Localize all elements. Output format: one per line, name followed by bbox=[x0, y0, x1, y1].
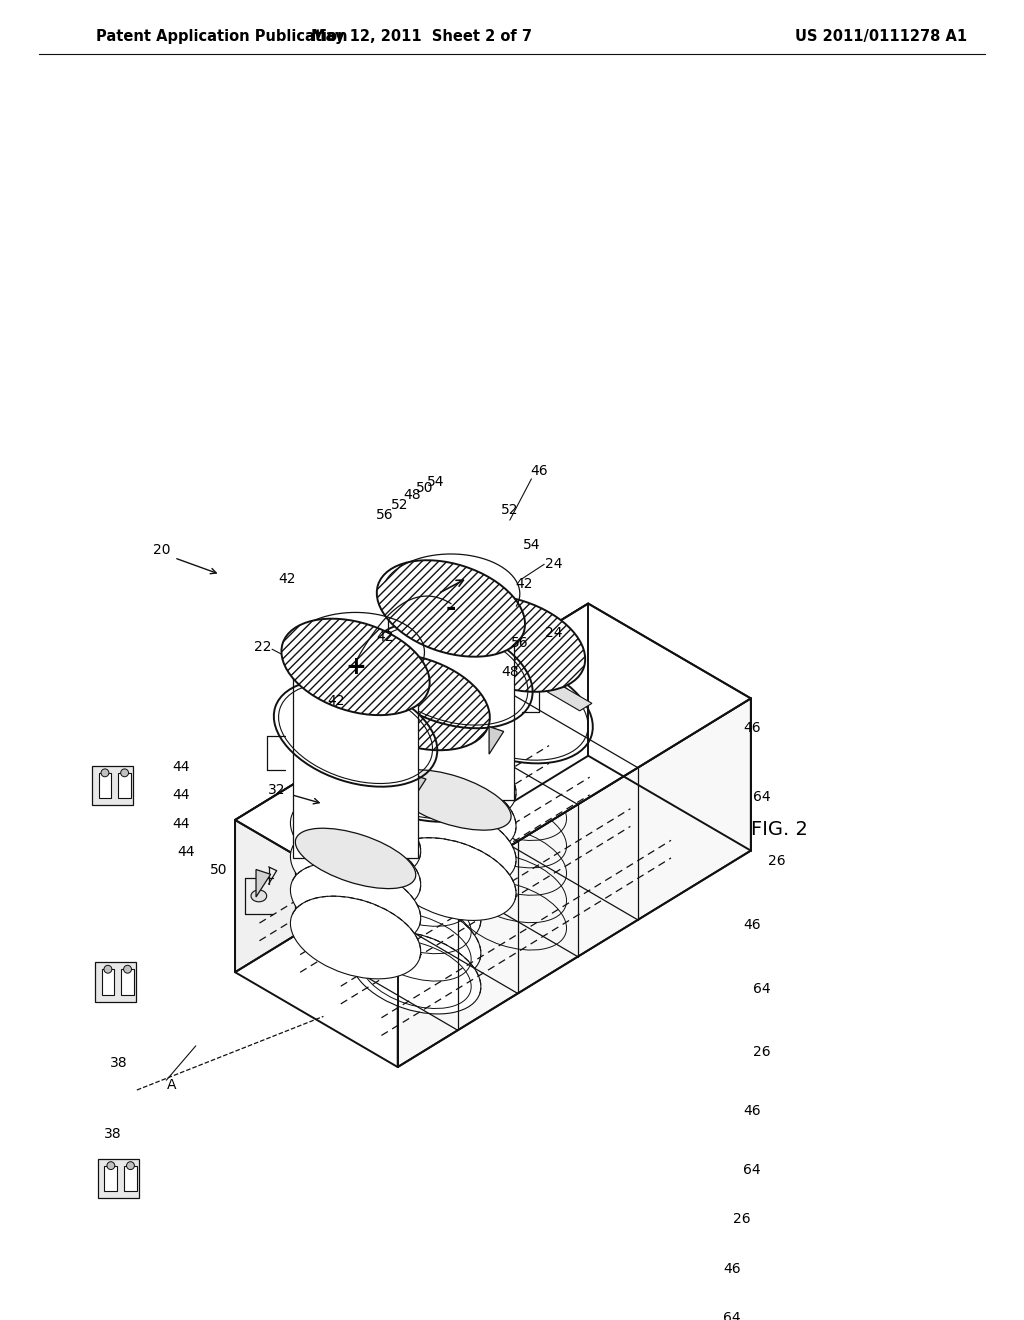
Text: -: - bbox=[445, 597, 456, 620]
Text: 42: 42 bbox=[376, 631, 394, 644]
Text: 44: 44 bbox=[172, 760, 189, 775]
Text: 48: 48 bbox=[403, 488, 421, 502]
Ellipse shape bbox=[350, 931, 481, 1014]
Text: 52: 52 bbox=[501, 503, 518, 517]
Ellipse shape bbox=[401, 799, 417, 810]
Polygon shape bbox=[392, 780, 436, 807]
Text: 54: 54 bbox=[427, 475, 444, 490]
Ellipse shape bbox=[377, 560, 525, 657]
Text: 46: 46 bbox=[743, 722, 761, 735]
Text: 22: 22 bbox=[254, 640, 271, 655]
Text: 32: 32 bbox=[267, 783, 285, 797]
Polygon shape bbox=[412, 775, 426, 801]
Ellipse shape bbox=[326, 843, 342, 855]
Text: 48: 48 bbox=[501, 665, 518, 680]
Text: 44: 44 bbox=[172, 817, 189, 830]
Bar bbox=[94, 962, 136, 1002]
Ellipse shape bbox=[350, 865, 481, 946]
Text: +: + bbox=[345, 655, 366, 678]
Ellipse shape bbox=[350, 830, 481, 913]
Bar bbox=[98, 772, 112, 799]
Text: 50: 50 bbox=[210, 863, 227, 876]
Text: 44: 44 bbox=[172, 788, 189, 803]
Ellipse shape bbox=[445, 873, 577, 956]
Text: 64: 64 bbox=[753, 791, 770, 804]
Ellipse shape bbox=[291, 829, 421, 912]
Polygon shape bbox=[470, 733, 514, 759]
Polygon shape bbox=[489, 726, 504, 754]
Ellipse shape bbox=[437, 595, 585, 692]
Text: 24: 24 bbox=[545, 557, 563, 572]
Ellipse shape bbox=[251, 890, 266, 902]
Ellipse shape bbox=[386, 838, 516, 920]
Polygon shape bbox=[236, 603, 588, 973]
Text: Patent Application Publication: Patent Application Publication bbox=[95, 29, 347, 44]
Ellipse shape bbox=[391, 770, 511, 830]
Ellipse shape bbox=[291, 896, 421, 979]
Text: 56: 56 bbox=[376, 508, 394, 521]
Text: 52: 52 bbox=[391, 498, 409, 512]
Polygon shape bbox=[236, 603, 751, 915]
Polygon shape bbox=[293, 667, 419, 858]
Bar bbox=[104, 1166, 117, 1191]
Text: US 2011/0111278 A1: US 2011/0111278 A1 bbox=[795, 29, 967, 44]
Bar bbox=[121, 969, 134, 995]
Text: 38: 38 bbox=[111, 1056, 128, 1069]
Ellipse shape bbox=[101, 770, 109, 776]
Text: 46: 46 bbox=[743, 917, 761, 932]
Ellipse shape bbox=[282, 619, 430, 715]
Bar bbox=[101, 969, 115, 995]
Ellipse shape bbox=[291, 863, 421, 945]
Text: A: A bbox=[167, 1078, 176, 1092]
Ellipse shape bbox=[445, 840, 577, 923]
Text: 64: 64 bbox=[753, 982, 770, 995]
Ellipse shape bbox=[104, 965, 112, 973]
Text: 46: 46 bbox=[530, 465, 548, 478]
Polygon shape bbox=[314, 828, 358, 854]
Bar bbox=[118, 772, 131, 799]
Text: 46: 46 bbox=[723, 1262, 741, 1275]
Text: 26: 26 bbox=[768, 854, 785, 869]
Ellipse shape bbox=[445, 772, 577, 855]
Text: 24: 24 bbox=[545, 626, 563, 640]
Text: 42: 42 bbox=[279, 572, 296, 586]
Ellipse shape bbox=[386, 738, 516, 820]
Ellipse shape bbox=[106, 1162, 115, 1170]
Bar bbox=[97, 1159, 139, 1199]
Ellipse shape bbox=[124, 965, 131, 973]
Text: 64: 64 bbox=[743, 1163, 761, 1177]
Text: 44: 44 bbox=[177, 845, 195, 858]
Text: 42: 42 bbox=[516, 577, 534, 591]
Text: 38: 38 bbox=[103, 1127, 121, 1142]
Ellipse shape bbox=[121, 770, 129, 776]
Polygon shape bbox=[334, 822, 348, 849]
Ellipse shape bbox=[350, 898, 481, 981]
Polygon shape bbox=[397, 698, 751, 1067]
Ellipse shape bbox=[127, 1162, 134, 1170]
Bar bbox=[124, 1166, 137, 1191]
Text: May 12, 2011  Sheet 2 of 7: May 12, 2011 Sheet 2 of 7 bbox=[311, 29, 532, 44]
Polygon shape bbox=[256, 870, 270, 898]
Text: 56: 56 bbox=[511, 636, 528, 649]
Polygon shape bbox=[388, 609, 514, 800]
Ellipse shape bbox=[476, 752, 492, 764]
Text: 64: 64 bbox=[723, 1311, 741, 1320]
Text: FIG. 2: FIG. 2 bbox=[751, 820, 808, 840]
Ellipse shape bbox=[342, 653, 489, 750]
Ellipse shape bbox=[291, 796, 421, 878]
Text: 20: 20 bbox=[153, 543, 170, 557]
Text: 42: 42 bbox=[327, 694, 345, 709]
Text: 50: 50 bbox=[416, 482, 433, 495]
Ellipse shape bbox=[386, 804, 516, 887]
Text: 26: 26 bbox=[753, 1045, 770, 1060]
Bar bbox=[92, 766, 133, 805]
Text: 54: 54 bbox=[522, 537, 541, 552]
Ellipse shape bbox=[386, 771, 516, 854]
Ellipse shape bbox=[295, 828, 416, 888]
Ellipse shape bbox=[445, 805, 577, 888]
Text: 46: 46 bbox=[743, 1105, 761, 1118]
Text: 26: 26 bbox=[733, 1212, 751, 1226]
Polygon shape bbox=[547, 684, 592, 710]
